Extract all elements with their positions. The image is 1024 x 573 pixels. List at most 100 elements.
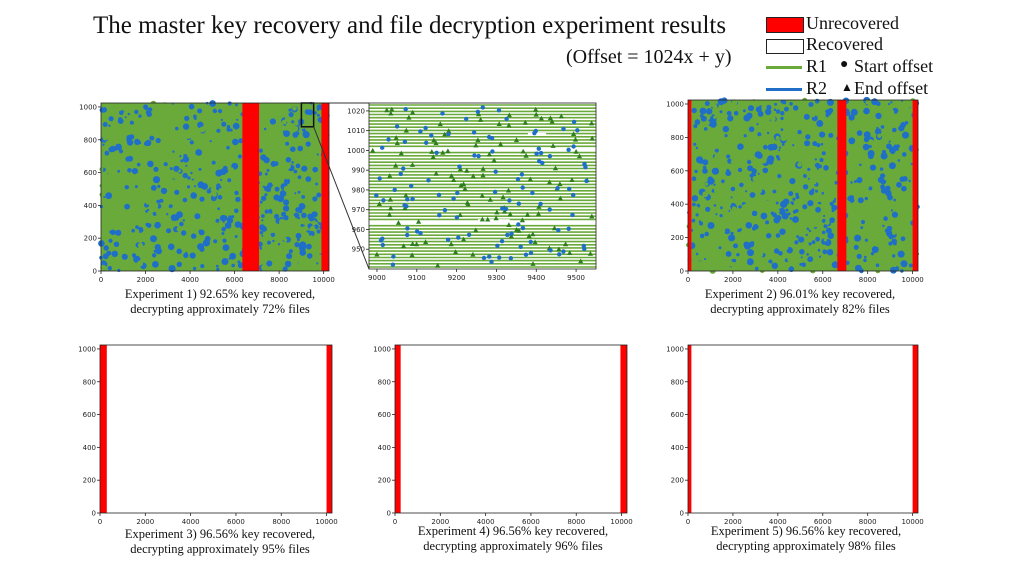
exp2-ytick-label-800: 800 — [671, 134, 684, 142]
exp1_zoom-ytick-label-980: 980 — [352, 186, 365, 194]
exp2-xtick-label-6000: 6000 — [814, 276, 832, 284]
caption-exp2-line2: decrypting approximately 82% files — [710, 302, 890, 316]
exp2-ytick-label-1000: 1000 — [666, 101, 684, 109]
zoom-connector-bottom — [313, 126, 370, 270]
exp2-xtick-label-4000: 4000 — [769, 276, 787, 284]
caption-exp4-line1: Experiment 4) 96.56% key recovered, — [417, 524, 609, 538]
exp1_zoom-r2-start-markers — [374, 105, 589, 267]
exp1_zoom-ytick-label-1010: 1010 — [347, 127, 365, 135]
exp4-unrecovered-band-1 — [620, 345, 627, 513]
exp4-plot-area — [395, 345, 627, 513]
caption-exp3: Experiment 3) 96.56% key recovered, decr… — [100, 527, 340, 557]
exp2-ytick-label-0: 0 — [680, 268, 684, 276]
exp1-ytick-label-1000: 1000 — [79, 103, 97, 111]
exp1-xtick-label-2000: 2000 — [137, 276, 155, 284]
exp5-xtick-label-2000: 2000 — [724, 518, 742, 526]
exp1_zoom-xtick-label-9400: 9400 — [527, 274, 545, 282]
exp3-ytick-label-200: 200 — [83, 477, 96, 485]
exp1-xtick-label-6000: 6000 — [226, 276, 244, 284]
exp1-xtick-label-8000: 8000 — [270, 276, 288, 284]
exp1_zoom-ytick-label-990: 990 — [352, 167, 365, 175]
caption-exp1-line2: decrypting approximately 72% files — [130, 302, 310, 316]
exp4-xtick-label-2000: 2000 — [431, 518, 449, 526]
exp1_zoom-r1-end-markers — [370, 106, 595, 268]
exp1_zoom-xtick-label-9000: 9000 — [368, 274, 386, 282]
caption-exp5: Experiment 5) 96.56% key recovered, decr… — [686, 524, 926, 554]
exp3-unrecovered-band-1 — [326, 345, 332, 513]
caption-exp2-line1: Experiment 2) 96.01% key recovered, — [704, 287, 896, 301]
figure-title: The master key recovery and file decrypt… — [93, 12, 727, 39]
exp4-xtick-label-6000: 6000 — [522, 518, 540, 526]
exp4-ytick-label-600: 600 — [378, 411, 391, 419]
exp2-xtick-label-8000: 8000 — [859, 276, 877, 284]
exp5-ytick-label-400: 400 — [671, 444, 684, 452]
exp1-unrecovered-band-1 — [321, 103, 329, 271]
exp2-r1-overlay — [686, 97, 920, 274]
caption-exp3-line1: Experiment 3) 96.56% key recovered, — [124, 527, 316, 541]
legend-label-start-offset: Start offset — [854, 56, 934, 76]
exp1_zoom-ytick-label-950: 950 — [352, 246, 365, 254]
exp2-xtick-label-2000: 2000 — [724, 276, 742, 284]
exp1-xtick-label-0: 0 — [99, 276, 103, 284]
exp4-ytick-label-200: 200 — [378, 477, 391, 485]
exp5-xtick-label-6000: 6000 — [814, 518, 832, 526]
exp5-ytick-label-800: 800 — [671, 378, 684, 386]
exp1-ytick-label-400: 400 — [84, 202, 97, 210]
caption-exp2: Experiment 2) 96.01% key recovered, decr… — [680, 287, 920, 317]
exp2-ytick-label-200: 200 — [671, 234, 684, 242]
offset-formula: (Offset = 1024x + y) — [566, 46, 732, 68]
exp1_zoom-xtick-label-9500: 9500 — [567, 274, 585, 282]
exp5-ytick-label-200: 200 — [671, 477, 684, 485]
exp3-xtick-label-10000: 10000 — [315, 518, 337, 526]
exp1_zoom-ytick-label-970: 970 — [352, 206, 365, 214]
exp1-ytick-label-200: 200 — [84, 235, 97, 243]
exp3-plot-area — [100, 345, 332, 513]
plot-exp3: 0 2000 4000 6000 8000 10000 0 200 400 600 800 1000 — [78, 344, 338, 526]
exp5-ytick-label-0: 0 — [680, 510, 684, 518]
exp3-xtick-label-0: 0 — [98, 518, 102, 526]
circle-marker-icon: ● — [840, 57, 849, 72]
exp4-xtick-label-10000: 10000 — [610, 518, 632, 526]
caption-exp4: Experiment 4) 96.56% key recovered, decr… — [393, 524, 633, 554]
exp5-plot-area — [688, 345, 918, 513]
exp3-xtick-label-2000: 2000 — [136, 518, 154, 526]
legend: Unrecovered Recovered R1 R2 ● Start offs… — [766, 13, 1016, 100]
exp5-unrecovered-band-1 — [912, 345, 918, 513]
exp4-xtick-label-4000: 4000 — [477, 518, 495, 526]
plot-exp1: 0 2000 4000 6000 8000 10000 0 200 400 600 800 1000 — [79, 100, 370, 284]
exp2-xtick-label-10000: 10000 — [901, 276, 923, 284]
caption-exp5-line1: Experiment 5) 96.56% key recovered, — [710, 524, 902, 538]
exp1-xtick-label-4000: 4000 — [181, 276, 199, 284]
exp2-frame — [687, 99, 919, 272]
plot-exp2: 0 2000 4000 6000 8000 10000 0 200 400 600 800 1000 — [666, 96, 924, 284]
exp1_zoom-xtick-label-9100: 9100 — [408, 274, 426, 282]
exp2-unrecovered-band-1 — [837, 100, 847, 271]
exp2-unrecovered-band-0 — [688, 100, 692, 271]
exp1-xtick-label-10000: 10000 — [313, 276, 335, 284]
exp3-ytick-label-1000: 1000 — [78, 345, 96, 353]
exp4-ytick-label-400: 400 — [378, 444, 391, 452]
exp1_zoom-xtick-label-9200: 9200 — [448, 274, 466, 282]
exp3-frame — [99, 344, 333, 514]
caption-exp1-line1: Experiment 1) 92.65% key recovered, — [124, 287, 316, 301]
exp1_zoom-ytick-label-1000: 1000 — [347, 147, 365, 155]
exp2-xtick-label-0: 0 — [686, 276, 690, 284]
legend-label-r2: R2 — [806, 78, 828, 98]
exp2-r2-blobs — [687, 96, 920, 274]
exp4-frame — [394, 344, 628, 514]
caption-exp3-line2: decrypting approximately 95% files — [130, 542, 310, 556]
triangle-marker-icon: ▲ — [841, 80, 853, 94]
exp2-ytick-label-400: 400 — [671, 201, 684, 209]
exp1-ytick-label-800: 800 — [84, 136, 97, 144]
exp3-ytick-label-800: 800 — [83, 378, 96, 386]
exp5-xtick-label-0: 0 — [686, 518, 690, 526]
exp5-unrecovered-band-0 — [688, 345, 692, 513]
caption-exp1: Experiment 1) 92.65% key recovered, decr… — [100, 287, 340, 317]
exp5-xtick-label-10000: 10000 — [901, 518, 923, 526]
legend-line-r2 — [766, 88, 802, 91]
legend-label-recovered: Recovered — [806, 34, 883, 54]
exp3-unrecovered-band-0 — [100, 345, 107, 513]
caption-exp5-line2: decrypting approximately 98% files — [716, 539, 896, 553]
caption-exp4-line2: decrypting approximately 96% files — [423, 539, 603, 553]
